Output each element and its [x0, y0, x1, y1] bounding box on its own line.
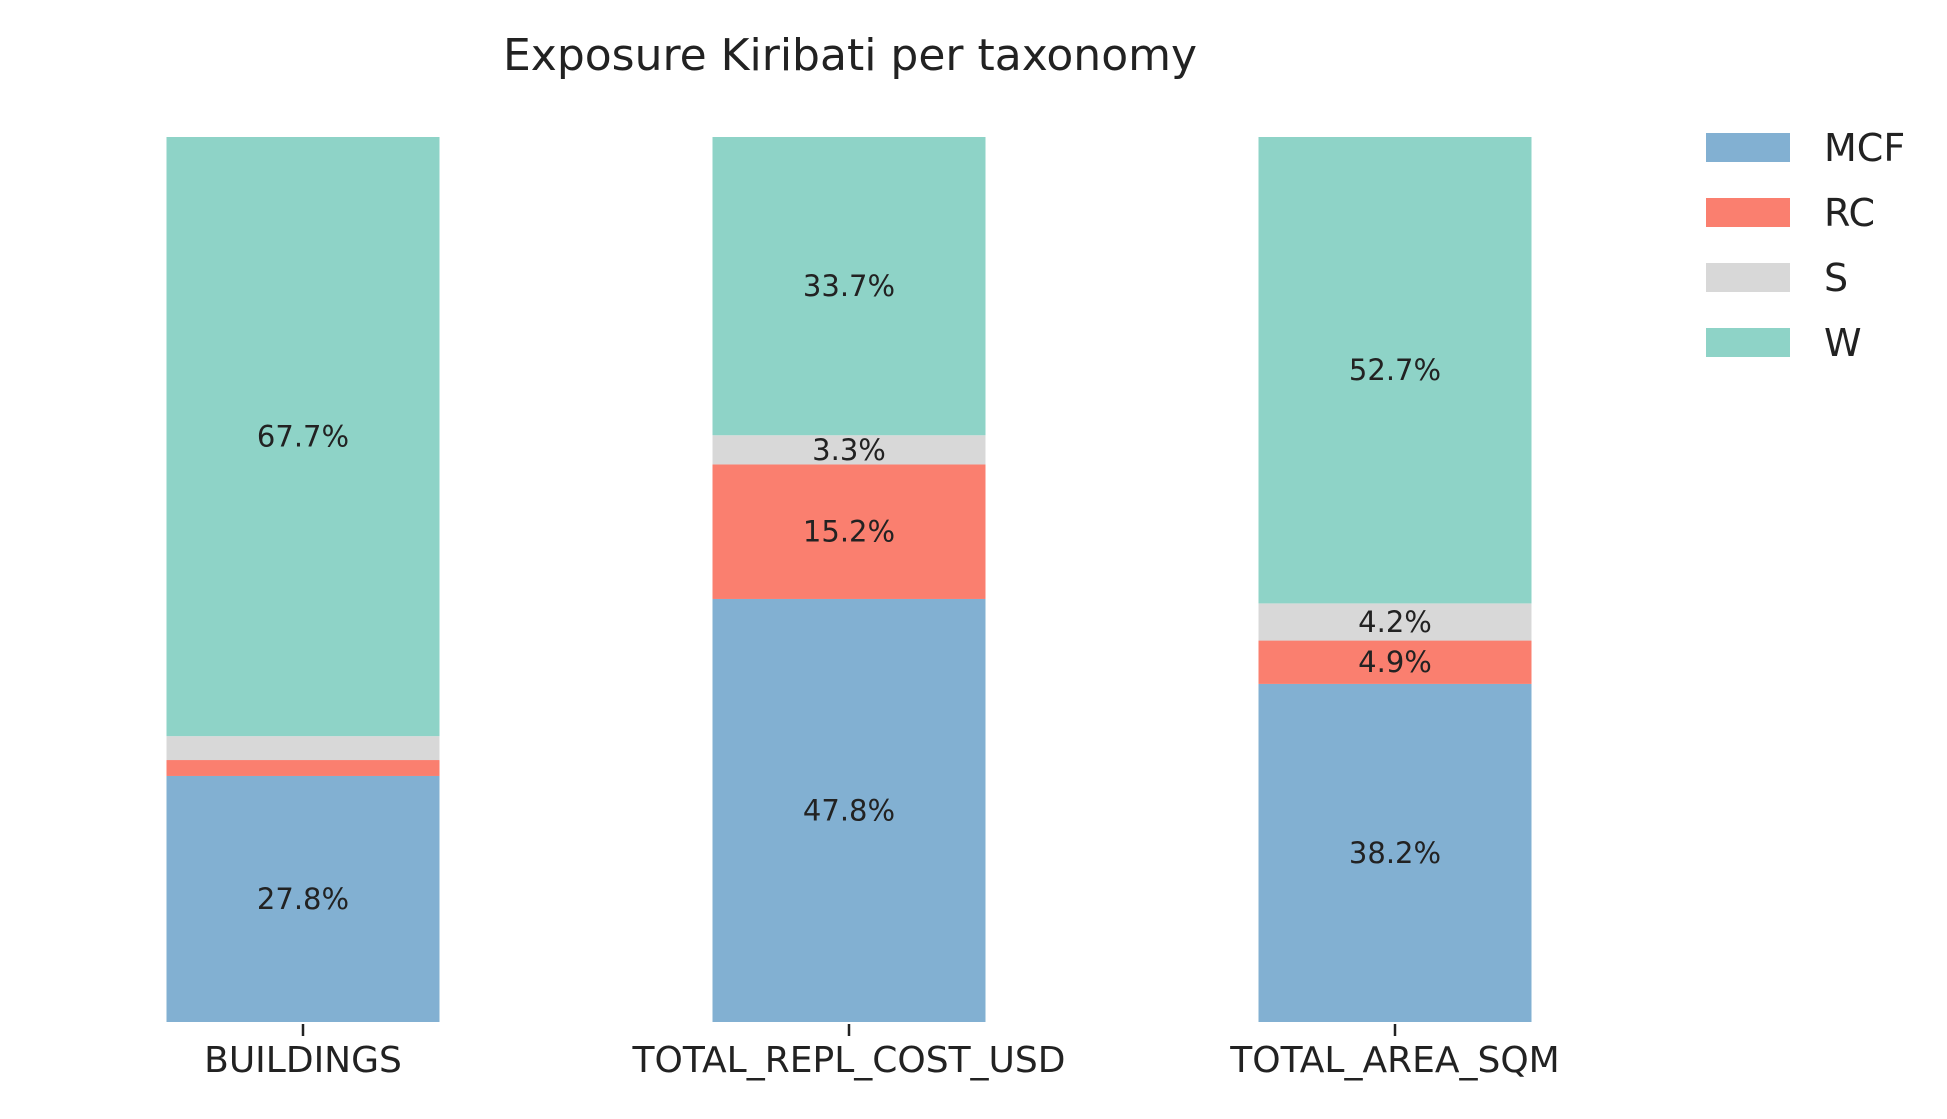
- value-label-rc-total_repl_cost_usd: 15.2%: [803, 515, 895, 549]
- value-label-mcf-total_area_sqm: 38.2%: [1349, 836, 1441, 870]
- legend-label-mcf: MCF: [1824, 126, 1905, 170]
- value-label-w-total_area_sqm: 52.7%: [1349, 353, 1441, 387]
- bar-rc-total_repl_cost_usd: [712, 464, 986, 599]
- value-label-w-buildings: 67.7%: [257, 420, 349, 454]
- bar-mcf-total_repl_cost_usd: [712, 598, 986, 1022]
- value-labels-layer: 27.8% 67.7% 47.8% 15.2% 3.3% 33.7% 38.2% 4.9% 4.…: [257, 269, 1441, 916]
- bar-mcf-buildings: [166, 775, 440, 1022]
- legend-swatch-w: [1706, 328, 1790, 357]
- bar-w-total_area_sqm: [1258, 137, 1532, 604]
- x-tick-label: BUILDINGS: [204, 1040, 402, 1081]
- bar-rc-buildings: [166, 760, 440, 776]
- legend-label-w: W: [1824, 321, 1862, 365]
- legend-swatch-mcf: [1706, 133, 1790, 162]
- legend-swatch-s: [1706, 263, 1790, 292]
- value-label-w-total_repl_cost_usd: 33.7%: [803, 269, 895, 303]
- bar-w-buildings: [166, 137, 440, 737]
- legend-label-s: S: [1824, 256, 1848, 300]
- legend: MCF RC SW: [1706, 126, 1905, 365]
- x-axis: BUILDINGS TOTAL_REPL_COST_USD TOTAL_AREA_S…: [204, 1024, 1560, 1081]
- bar-mcf-total_area_sqm: [1258, 683, 1532, 1022]
- chart-title: Exposure Kiribati per taxonomy: [503, 30, 1197, 81]
- x-tick-label: TOTAL_AREA_SQM: [1229, 1040, 1559, 1081]
- bar-w-total_repl_cost_usd: [712, 137, 986, 436]
- x-tick-label: TOTAL_REPL_COST_USD: [632, 1040, 1066, 1081]
- value-label-mcf-buildings: 27.8%: [257, 882, 349, 916]
- bars-layer: [166, 137, 1532, 1022]
- value-label-mcf-total_repl_cost_usd: 47.8%: [803, 793, 895, 827]
- legend-label-rc: RC: [1824, 191, 1875, 235]
- legend-swatch-rc: [1706, 198, 1790, 227]
- bar-s-buildings: [166, 736, 440, 761]
- value-label-rc-total_area_sqm: 4.9%: [1358, 645, 1432, 679]
- bar-s-total_repl_cost_usd: [712, 435, 986, 465]
- bar-rc-total_area_sqm: [1258, 640, 1532, 684]
- value-label-s-total_area_sqm: 4.2%: [1358, 605, 1432, 639]
- bar-s-total_area_sqm: [1258, 603, 1532, 641]
- value-label-s-total_repl_cost_usd: 3.3%: [812, 433, 886, 467]
